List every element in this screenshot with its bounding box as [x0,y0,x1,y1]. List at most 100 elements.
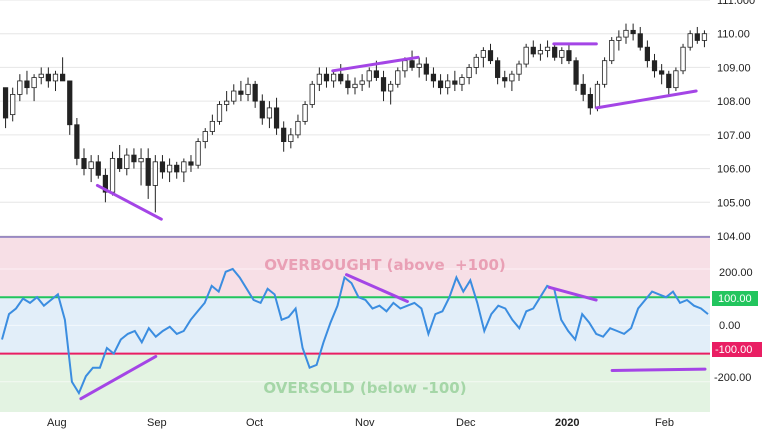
x-tick-jan: Jan [600,417,618,429]
candle-body [544,46,551,51]
candle-body [102,174,109,193]
candle-body [259,100,265,119]
candle [466,64,472,85]
candles [2,23,708,213]
candle [74,118,80,166]
candle [302,101,308,125]
candle [445,74,451,95]
x-tick-dec: Dec [456,417,476,429]
overbought-label: OVERBOUGHT (above +100) [264,256,506,274]
candle [623,23,629,44]
cci-axis: 200.00 0.00 -200.00 100.00 -100.00 [712,267,762,384]
candle-body [473,56,479,68]
candle [45,67,51,88]
candle-body [323,73,330,82]
candle [395,67,401,88]
candle-body [38,73,44,78]
candle [131,148,137,169]
candle-body [594,83,601,109]
candle [680,43,686,75]
candle [52,70,59,92]
level-badge-minus-100-text: -100.00 [715,344,752,356]
price-tick-label: 111.000 [717,0,755,7]
candle-body [281,127,287,143]
candle-body [181,161,187,173]
candle-body [502,77,508,82]
candle-body [552,46,558,58]
candle-body [266,107,273,119]
cci-tick-200: 200.00 [719,267,753,279]
candle [95,155,101,179]
candle-body [2,87,9,119]
candle [452,70,458,92]
candle-body [609,40,615,62]
candle-body [537,50,544,55]
candle [637,26,643,51]
candle-body [445,80,451,89]
cci-tick-minus-200: -200.00 [714,372,751,384]
candle [601,57,608,88]
candle-body [17,80,23,95]
candle-body [216,104,223,122]
candle-body [231,90,237,102]
candle-body [452,80,458,85]
candle [195,138,201,169]
level-badge-minus-100 [712,342,762,357]
candle-body [338,73,344,82]
candle [437,74,444,95]
candle-body [295,120,301,136]
cci-tick-0: 0.00 [719,320,740,332]
x-tick-feb: Feb [655,417,674,429]
cci-divergence-line [610,367,707,373]
price-axis: 111.000 110.00 109.00 108.00 107.00 106.00 105… [717,0,755,243]
candle-body [523,46,529,65]
candle [573,57,579,92]
candle [352,77,358,95]
candle [252,80,258,108]
candle [694,26,700,44]
candle [109,151,116,196]
price-tick-label: 107.00 [717,130,751,142]
candle [259,94,265,125]
candle [559,47,565,65]
price-tick-label: 106.00 [717,164,751,176]
candle-body [566,50,572,62]
candle [245,77,251,102]
candle-body [487,50,494,62]
price-divergence-line [331,55,420,73]
candle-body [10,94,16,116]
candle-body [466,67,472,78]
candle [295,114,301,139]
candle-body [159,161,166,173]
candle [630,23,636,41]
cci-line [1,267,709,396]
candle-body [174,164,180,173]
candle [430,67,437,88]
candle [566,43,572,65]
candle-body [124,154,130,169]
candle [174,161,180,179]
candle-body [288,134,294,143]
candle [666,70,672,95]
candle-body [416,63,422,68]
candle [166,158,173,183]
candle [60,57,66,82]
candle [388,80,394,105]
x-axis: Aug Sep Oct Nov Dec 2020 Jan Feb [47,417,674,429]
cci-divergence-line [345,273,409,303]
price-tick-label: 110.00 [717,29,750,41]
candle [516,60,522,81]
candle-body [559,50,565,58]
candle-body [495,60,501,78]
cci-divergence-line [79,354,158,401]
candle [544,40,551,58]
price-panel-background [0,0,710,236]
candle [88,155,94,183]
candle-body [31,77,37,89]
candle-body [373,70,380,78]
candle [281,121,287,152]
candle-body [330,73,337,82]
candle [616,30,622,51]
candle [216,101,223,125]
candle [423,57,429,81]
